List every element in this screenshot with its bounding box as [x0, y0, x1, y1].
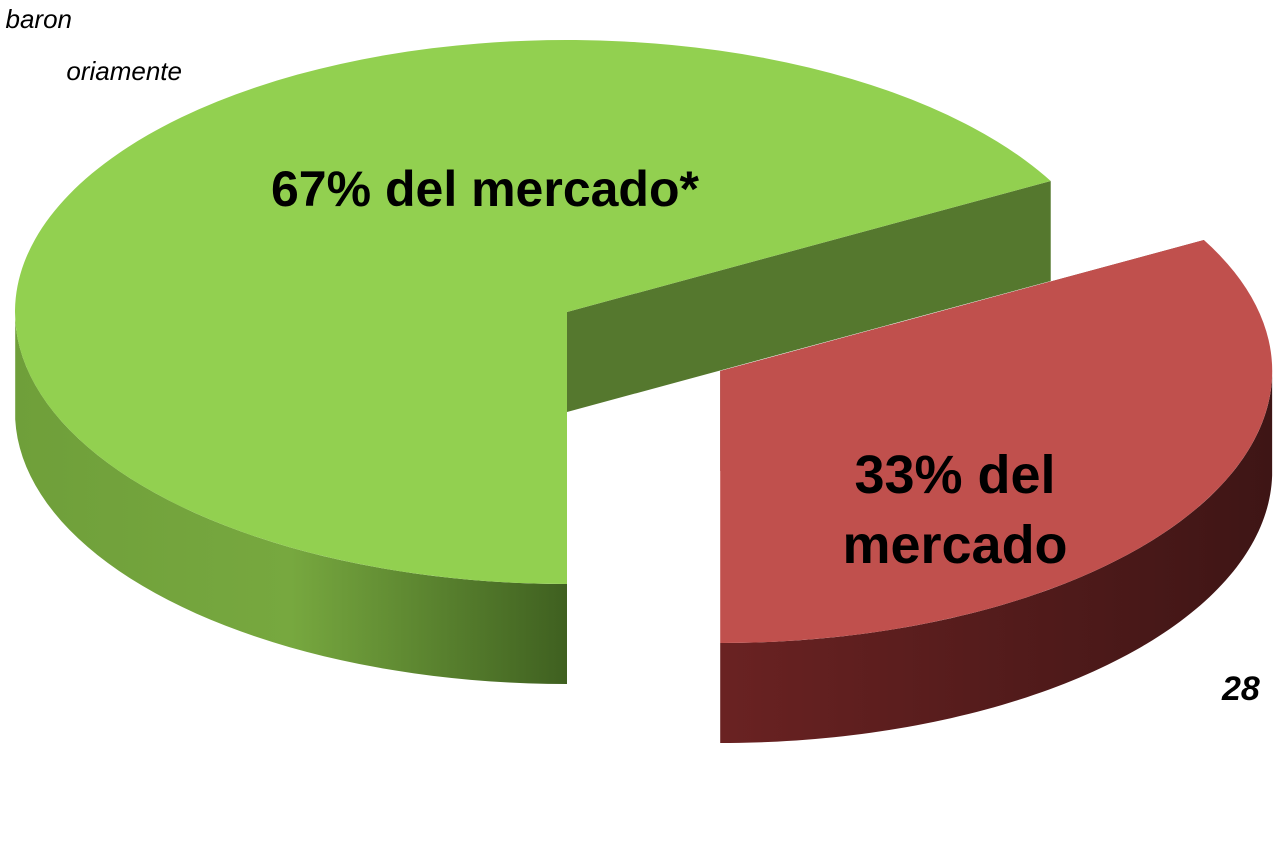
- annotation: 28: [1221, 670, 1260, 708]
- annotation: oriamente: [66, 56, 182, 86]
- slice-side: [15, 319, 568, 684]
- slice: [14, 39, 1051, 684]
- data-label: 33% del mercado: [842, 445, 1068, 576]
- annotation: baron: [6, 4, 73, 34]
- slice-top: [720, 240, 1273, 644]
- slice-cut-face: [567, 180, 1051, 412]
- slice-top: [14, 39, 1051, 584]
- slice-side: [720, 375, 1273, 744]
- data-label: 67% del mercado*: [271, 161, 699, 217]
- slice: [720, 240, 1273, 744]
